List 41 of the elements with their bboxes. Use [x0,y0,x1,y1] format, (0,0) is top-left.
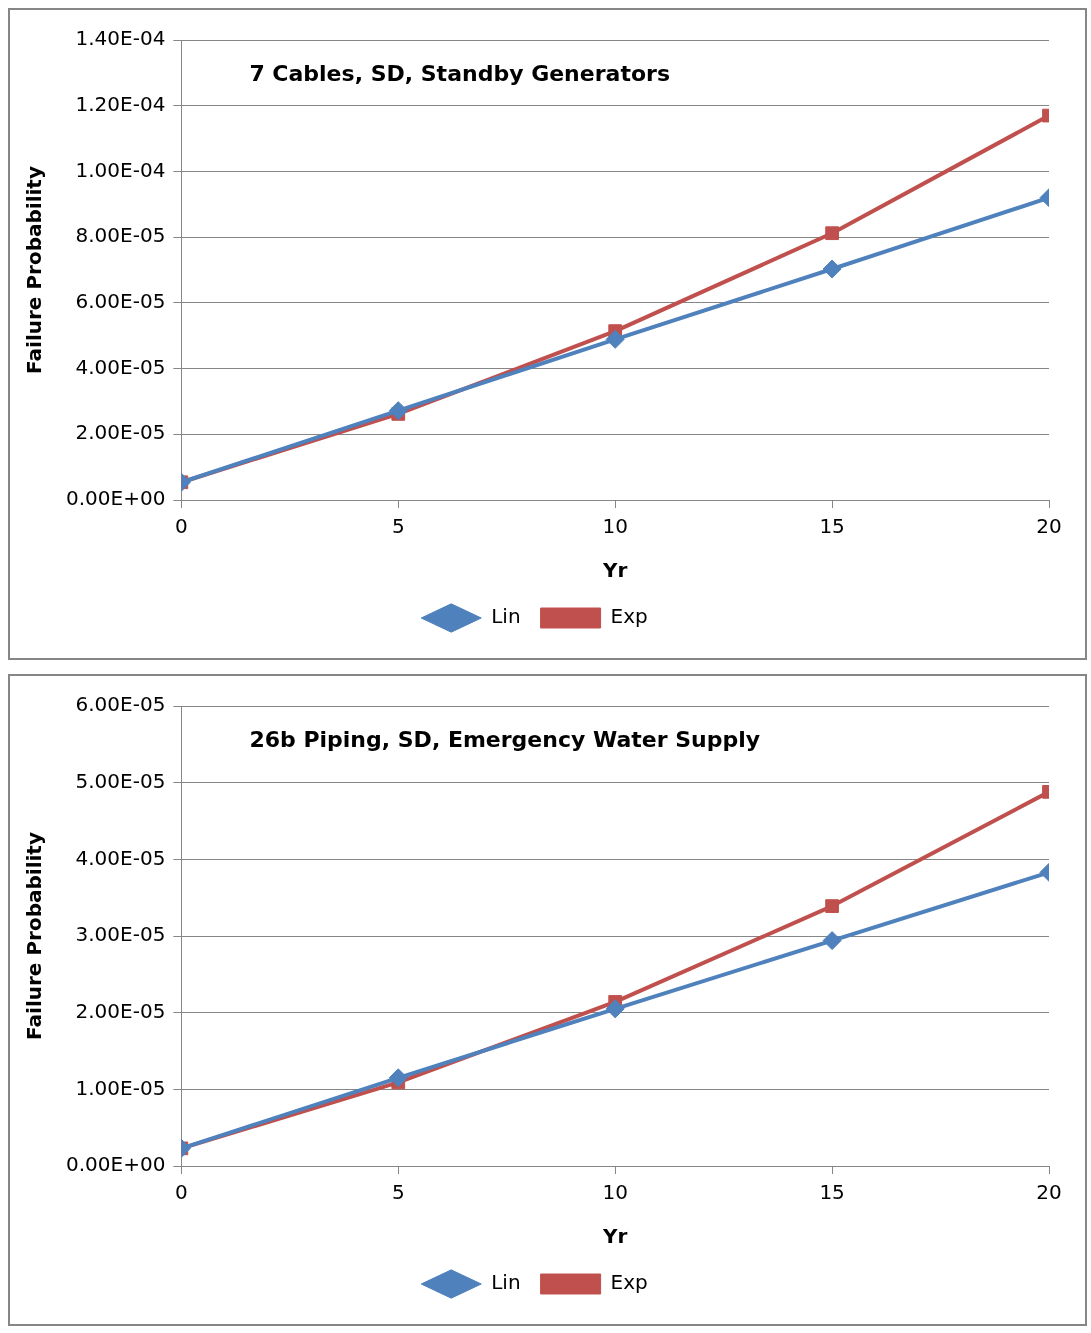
y-tick-label: 8.00E-05 [75,223,166,248]
y-axis-title: Failure Probability [22,832,47,1040]
legend-label: Exp [610,1270,648,1295]
point [605,999,625,1019]
y-tick-label: 1.20E-04 [75,91,166,116]
x-tick-label: 5 [391,514,405,539]
y-tick-label: 1.00E-04 [75,157,166,182]
y-tick-label: 6.00E-05 [75,289,166,314]
y-tick-label: 2.00E-05 [75,998,166,1023]
x-tick-label: 20 [1036,514,1062,539]
y-tick-label: 0.00E+00 [66,1152,166,1177]
text: 26b Piping, SD, Emergency Water Supply [249,726,761,752]
x-axis-title: Yr [602,1224,628,1249]
x-tick-label: 5 [391,1180,405,1205]
y-tick-label: 0.00E+00 [66,486,166,511]
x-axis-title: Yr [602,558,628,583]
x-tick-label: 0 [175,1180,188,1205]
y-tick-label: 1.40E-04 [75,26,166,51]
legend-label: Lin [491,604,521,629]
x-tick-label: 0 [175,514,188,539]
y-tick-label: 3.00E-05 [75,922,166,947]
x-tick-label: 15 [819,1180,845,1205]
point [825,226,839,241]
point [605,329,625,349]
point [822,259,842,279]
y-tick-label: 2.00E-05 [75,420,166,445]
legend-label: Lin [491,1270,521,1295]
x-tick-label: 10 [602,514,628,539]
legend-label: Exp [610,604,648,629]
x-tick-label: 20 [1036,1180,1062,1205]
y-tick-label: 1.00E-05 [75,1075,166,1100]
point [822,931,842,951]
point [825,899,839,913]
y-tick-label: 4.00E-05 [75,845,166,870]
x-tick-label: 15 [819,514,845,539]
y-axis-title: Failure Probability [22,166,47,374]
y-tick-label: 5.00E-05 [75,768,166,793]
y-tick-label: 6.00E-05 [75,692,166,717]
y-tick-label: 4.00E-05 [75,354,166,379]
text: 7 Cables, SD, Standby Generators [249,60,670,86]
x-tick-label: 10 [602,1180,628,1205]
